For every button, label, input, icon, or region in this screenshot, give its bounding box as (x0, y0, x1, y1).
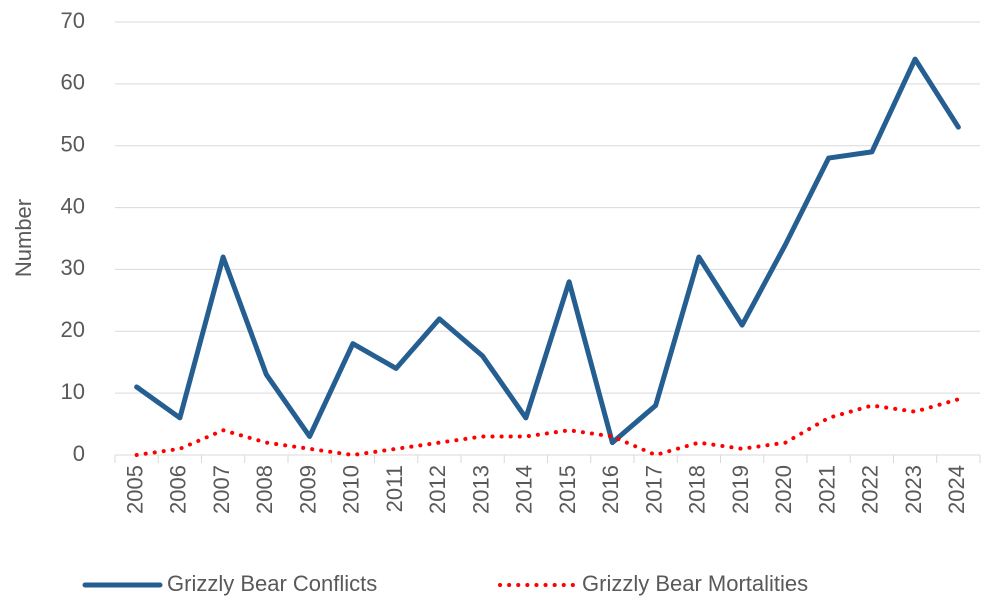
y-axis-title: Number (11, 199, 36, 277)
x-tick-label: 2021 (814, 465, 839, 514)
x-tick-label: 2008 (252, 465, 277, 514)
x-tick-label: 2013 (468, 465, 493, 514)
y-tick-label: 60 (61, 70, 85, 95)
legend-label: Grizzly Bear Conflicts (167, 571, 377, 596)
x-tick-label: 2022 (858, 465, 883, 514)
y-tick-label: 10 (61, 379, 85, 404)
legend-label: Grizzly Bear Mortalities (582, 571, 808, 596)
y-tick-label: 30 (61, 255, 85, 280)
x-tick-label: 2020 (771, 465, 796, 514)
x-tick-label: 2012 (425, 465, 450, 514)
x-tick-label: 2009 (295, 465, 320, 514)
y-tick-label: 20 (61, 317, 85, 342)
y-tick-label: 70 (61, 8, 85, 33)
x-tick-label: 2024 (944, 465, 969, 514)
x-tick-label: 2017 (641, 465, 666, 514)
x-tick-label: 2019 (728, 465, 753, 514)
x-tick-label: 2010 (339, 465, 364, 514)
x-tick-label: 2016 (598, 465, 623, 514)
y-tick-label: 0 (73, 441, 85, 466)
series-line (134, 56, 961, 446)
x-tick-label: 2018 (685, 465, 710, 514)
x-tick-label: 2011 (382, 465, 407, 512)
x-tick-label: 2006 (166, 465, 191, 514)
x-tick-label: 2014 (512, 465, 537, 514)
series-line (134, 397, 961, 457)
x-tick-label: 2007 (209, 465, 234, 514)
y-tick-label: 40 (61, 193, 85, 218)
y-tick-label: 50 (61, 132, 85, 157)
x-tick-label: 2005 (122, 465, 147, 514)
x-tick-label: 2015 (555, 465, 580, 514)
x-tick-label: 2023 (901, 465, 926, 514)
